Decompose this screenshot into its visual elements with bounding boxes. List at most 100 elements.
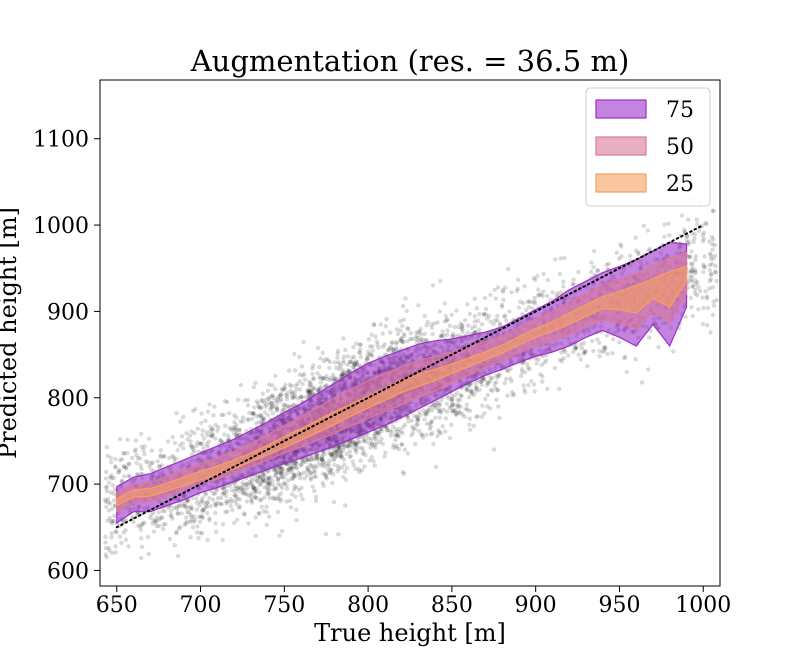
scatter-point xyxy=(436,409,442,414)
scatter-point xyxy=(308,389,313,395)
scatter-point xyxy=(704,221,709,227)
scatter-point xyxy=(133,438,139,443)
scatter-point xyxy=(311,387,316,392)
scatter-point xyxy=(260,415,266,420)
scatter-point xyxy=(285,394,290,399)
scatter-point xyxy=(219,501,224,507)
scatter-point xyxy=(424,421,430,426)
scatter-point xyxy=(408,331,413,336)
scatter-point xyxy=(374,339,380,344)
scatter-point xyxy=(451,402,457,408)
scatter-point xyxy=(394,345,399,351)
scatter-point xyxy=(213,501,218,506)
scatter-point xyxy=(604,262,609,268)
scatter-point xyxy=(690,283,695,289)
scatter-point xyxy=(309,389,314,395)
scatter-point xyxy=(305,388,310,393)
scatter-point xyxy=(204,441,209,447)
scatter-point xyxy=(208,504,213,509)
scatter-point xyxy=(293,473,298,479)
scatter-point xyxy=(295,381,300,387)
scatter-point xyxy=(488,292,493,298)
scatter-point xyxy=(349,359,354,365)
scatter-point xyxy=(323,356,329,362)
scatter-point xyxy=(116,470,121,475)
scatter-point xyxy=(262,410,268,415)
scatter-point xyxy=(595,337,600,342)
scatter-point xyxy=(647,335,652,340)
scatter-point xyxy=(389,430,395,435)
scatter-point xyxy=(443,313,448,319)
scatter-point xyxy=(220,537,225,543)
scatter-point xyxy=(591,264,596,270)
scatter-point xyxy=(339,450,344,455)
scatter-point xyxy=(473,380,479,385)
scatter-point xyxy=(331,499,337,505)
scatter-point xyxy=(318,385,324,390)
scatter-point xyxy=(302,377,308,382)
scatter-point xyxy=(360,446,365,451)
scatter-point xyxy=(183,521,188,526)
scatter-point xyxy=(354,360,360,365)
scatter-point xyxy=(341,354,346,359)
scatter-point xyxy=(172,458,177,464)
scatter-point xyxy=(280,529,285,534)
scatter-point xyxy=(540,293,545,299)
scatter-point xyxy=(271,482,276,488)
scatter-point xyxy=(149,448,154,453)
scatter-point xyxy=(160,508,165,514)
scatter-point xyxy=(251,385,256,390)
scatter-point xyxy=(395,331,401,337)
scatter-point xyxy=(701,264,707,269)
scatter-point xyxy=(326,357,331,363)
scatter-point xyxy=(696,307,701,312)
scatter-point xyxy=(143,459,149,464)
scatter-point xyxy=(491,321,496,327)
scatter-point xyxy=(464,402,470,407)
scatter-point xyxy=(249,498,254,503)
scatter-point xyxy=(210,497,216,502)
scatter-point xyxy=(274,469,280,474)
scatter-point xyxy=(435,400,440,406)
scatter-point xyxy=(121,464,127,469)
scatter-point xyxy=(374,436,379,441)
scatter-point xyxy=(541,289,546,294)
scatter-point xyxy=(117,457,123,463)
scatter-point xyxy=(532,389,537,394)
scatter-point xyxy=(447,323,452,328)
scatter-point xyxy=(269,405,275,410)
scatter-point xyxy=(341,462,347,467)
scatter-point xyxy=(240,480,245,485)
scatter-point xyxy=(414,330,419,335)
scatter-point xyxy=(271,495,276,500)
scatter-point xyxy=(536,293,541,298)
scatter-point xyxy=(398,336,403,342)
scatter-point xyxy=(405,325,410,331)
scatter-point xyxy=(472,296,477,301)
scatter-point xyxy=(189,518,194,523)
scatter-point xyxy=(265,480,270,486)
scatter-point xyxy=(105,453,110,459)
scatter-point xyxy=(273,486,278,491)
scatter-point xyxy=(374,440,379,445)
scatter-point xyxy=(701,305,706,311)
scatter-point xyxy=(138,527,143,533)
scatter-point xyxy=(269,405,274,410)
scatter-point xyxy=(297,387,303,392)
scatter-point xyxy=(338,447,343,453)
scatter-point xyxy=(200,428,205,433)
scatter-point xyxy=(590,338,595,344)
scatter-point xyxy=(181,446,186,451)
scatter-point xyxy=(539,362,544,368)
scatter-point xyxy=(275,477,281,482)
reference-line xyxy=(115,224,705,529)
scatter-point xyxy=(320,376,325,381)
scatter-point xyxy=(502,313,507,318)
scatter-point xyxy=(418,326,423,332)
scatter-point xyxy=(480,403,485,408)
scatter-point xyxy=(174,529,179,535)
scatter-point xyxy=(204,504,210,509)
scatter-point xyxy=(694,293,700,298)
scatter-point xyxy=(310,371,315,377)
scatter-point xyxy=(541,271,546,277)
